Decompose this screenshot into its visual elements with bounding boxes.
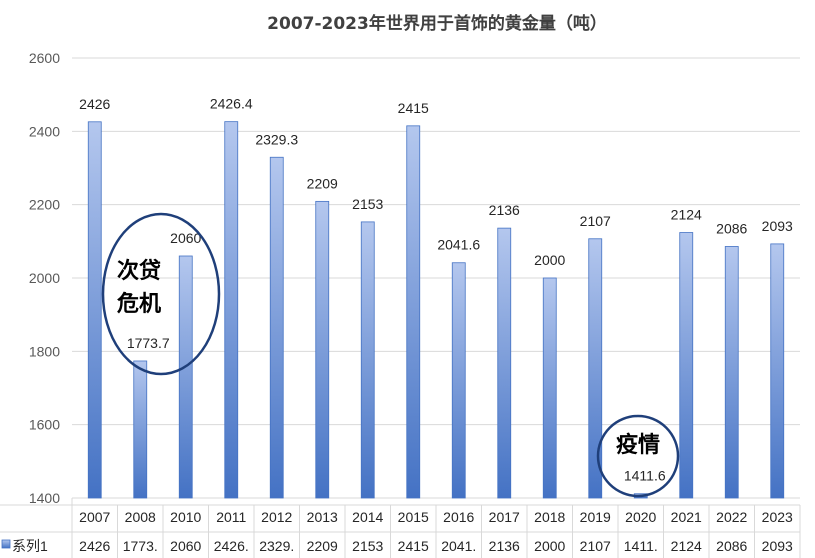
data-label: 2426.4 <box>210 96 253 112</box>
table-value: 2060 <box>170 538 201 554</box>
data-label: 1773.7 <box>127 335 170 351</box>
bar <box>87 121 102 499</box>
table-value: 2426. <box>214 538 249 554</box>
x-category-label: 2022 <box>716 509 747 525</box>
table-value: 2107 <box>580 538 611 554</box>
x-category-label: 2010 <box>170 509 201 525</box>
x-category-label: 2013 <box>307 509 338 525</box>
table-value: 2124 <box>671 538 702 554</box>
data-label: 2329.3 <box>255 131 298 147</box>
bar <box>588 238 603 499</box>
bar <box>724 246 739 499</box>
x-category-label: 2019 <box>580 509 611 525</box>
data-labels: 2426 1773.7 2060 2426.4 2329.3 2209 2153 2415 20… <box>79 96 793 484</box>
bar <box>315 200 330 499</box>
gridlines <box>72 57 800 499</box>
bar <box>406 125 421 499</box>
x-category-label: 2016 <box>443 509 474 525</box>
bar <box>451 262 466 499</box>
x-category-label: 2021 <box>671 509 702 525</box>
bar <box>224 121 239 499</box>
legend-key <box>1 539 11 549</box>
data-label: 2060 <box>170 230 201 246</box>
y-axis-ticks: 2600 2400 2200 2000 1800 1600 1400 <box>29 50 60 506</box>
table-value: 2209 <box>307 538 338 554</box>
annotation-text: 危机 <box>117 291 161 317</box>
data-label: 2426 <box>79 96 110 112</box>
data-label: 2086 <box>716 220 747 236</box>
x-category-label: 2014 <box>352 509 383 525</box>
data-label: 2415 <box>398 100 429 116</box>
x-category-label: 2015 <box>398 509 429 525</box>
table-value: 2000 <box>534 538 565 554</box>
annotation-text: 次贷 <box>117 258 161 284</box>
bar <box>542 277 557 499</box>
x-category-label: 2023 <box>762 509 793 525</box>
x-category-label: 2018 <box>534 509 565 525</box>
bar <box>269 156 284 499</box>
bars <box>87 121 785 499</box>
x-category-label: 2020 <box>625 509 656 525</box>
chart-title: 2007-2023年世界用于首饰的黄金量（吨） <box>267 13 607 34</box>
table-value: 1773. <box>123 538 158 554</box>
y-tick-label: 1800 <box>29 343 60 359</box>
x-category-label: 2007 <box>79 509 110 525</box>
data-label: 2209 <box>307 175 338 191</box>
data-label: 2041.6 <box>437 237 480 253</box>
x-category-label: 2017 <box>489 509 520 525</box>
y-tick-label: 2200 <box>29 197 60 213</box>
table-value: 2086 <box>716 538 747 554</box>
data-label: 2136 <box>489 202 520 218</box>
data-label: 2107 <box>580 213 611 229</box>
annotation-ellipse <box>101 212 221 376</box>
y-tick-label: 1600 <box>29 417 60 433</box>
y-tick-label: 2000 <box>29 270 60 286</box>
data-label: 2153 <box>352 196 383 212</box>
data-label: 1411.6 <box>624 468 666 484</box>
bar <box>679 232 694 499</box>
x-category-label: 2011 <box>216 509 246 525</box>
table-value: 2329. <box>259 538 294 554</box>
bar <box>497 227 512 499</box>
table-value: 2136 <box>489 538 520 554</box>
table-value: 2041. <box>441 538 476 554</box>
x-category-label: 2012 <box>261 509 292 525</box>
table-value: 2093 <box>762 538 793 554</box>
y-tick-label: 2600 <box>29 50 60 66</box>
bar <box>178 255 193 499</box>
bar <box>133 360 148 499</box>
data-table: 2007 2426 2008 1773. 2010 2060 2011 2426. 2012 23… <box>0 498 801 558</box>
data-label: 2000 <box>534 252 565 268</box>
bar <box>770 243 785 499</box>
data-label: 2124 <box>671 207 702 223</box>
x-category-label: 2008 <box>125 509 156 525</box>
data-label: 2093 <box>762 218 793 234</box>
table-value: 1411. <box>624 538 658 554</box>
y-tick-label: 1400 <box>29 490 60 506</box>
table-value: 2415 <box>398 538 429 554</box>
table-value: 2426 <box>79 538 110 554</box>
series-name: 系列1 <box>12 538 48 554</box>
annotation-text: 疫情 <box>616 432 660 458</box>
annotation-ellipse <box>596 414 680 498</box>
table-value: 2153 <box>352 538 383 554</box>
bar <box>360 221 375 499</box>
y-tick-label: 2400 <box>29 123 60 139</box>
